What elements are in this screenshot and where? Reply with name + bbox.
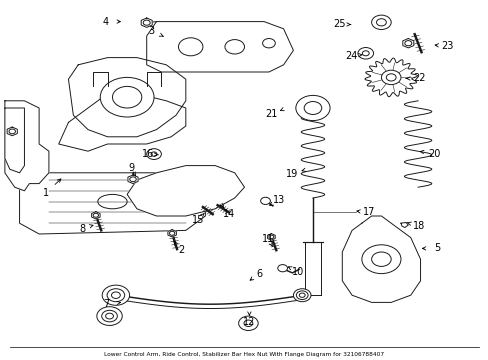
Circle shape	[97, 307, 122, 325]
Text: 25: 25	[333, 19, 346, 30]
Polygon shape	[402, 39, 413, 48]
Text: 1: 1	[43, 188, 49, 198]
Text: 22: 22	[412, 73, 425, 84]
Polygon shape	[5, 101, 49, 191]
Circle shape	[361, 245, 400, 274]
Text: 2: 2	[178, 245, 183, 255]
Polygon shape	[5, 108, 24, 173]
Text: 4: 4	[102, 17, 108, 27]
Polygon shape	[364, 58, 417, 97]
Text: 12: 12	[243, 317, 255, 327]
Text: 10: 10	[291, 267, 304, 277]
Text: 5: 5	[434, 243, 440, 253]
Text: 19: 19	[285, 168, 298, 179]
Circle shape	[238, 316, 258, 330]
Text: 20: 20	[427, 149, 440, 159]
Text: 23: 23	[440, 41, 453, 51]
Text: 13: 13	[272, 195, 285, 205]
Circle shape	[100, 77, 154, 117]
Polygon shape	[342, 216, 420, 302]
Polygon shape	[400, 222, 407, 228]
Circle shape	[277, 265, 287, 272]
Polygon shape	[91, 212, 100, 219]
Text: 15: 15	[191, 215, 204, 225]
Polygon shape	[167, 230, 176, 237]
Polygon shape	[146, 22, 293, 72]
Circle shape	[146, 149, 161, 159]
Circle shape	[178, 38, 203, 56]
Polygon shape	[267, 234, 275, 240]
Circle shape	[371, 15, 390, 30]
Polygon shape	[20, 151, 205, 234]
Text: 6: 6	[256, 269, 262, 279]
Text: 11: 11	[261, 234, 274, 244]
Polygon shape	[141, 18, 152, 27]
Circle shape	[357, 48, 373, 59]
Circle shape	[295, 95, 329, 121]
Text: 7: 7	[103, 299, 109, 309]
Circle shape	[381, 70, 400, 85]
Text: Lower Control Arm, Ride Control, Stabilizer Bar Hex Nut With Flange Diagram for : Lower Control Arm, Ride Control, Stabili…	[104, 352, 384, 357]
Text: 16: 16	[141, 149, 154, 159]
Polygon shape	[127, 166, 244, 216]
Circle shape	[293, 289, 310, 302]
Circle shape	[260, 197, 270, 204]
Text: 8: 8	[79, 224, 85, 234]
Polygon shape	[59, 94, 185, 151]
Circle shape	[262, 39, 275, 48]
Polygon shape	[68, 58, 185, 137]
Circle shape	[224, 40, 244, 54]
Circle shape	[102, 285, 129, 305]
Text: 3: 3	[148, 26, 154, 36]
Text: 14: 14	[222, 209, 235, 219]
Text: 9: 9	[128, 163, 134, 174]
Text: 24: 24	[344, 51, 357, 61]
Text: 17: 17	[362, 207, 375, 217]
Polygon shape	[7, 127, 17, 136]
Text: 21: 21	[264, 109, 277, 120]
Polygon shape	[128, 175, 138, 184]
Text: 18: 18	[412, 221, 425, 231]
